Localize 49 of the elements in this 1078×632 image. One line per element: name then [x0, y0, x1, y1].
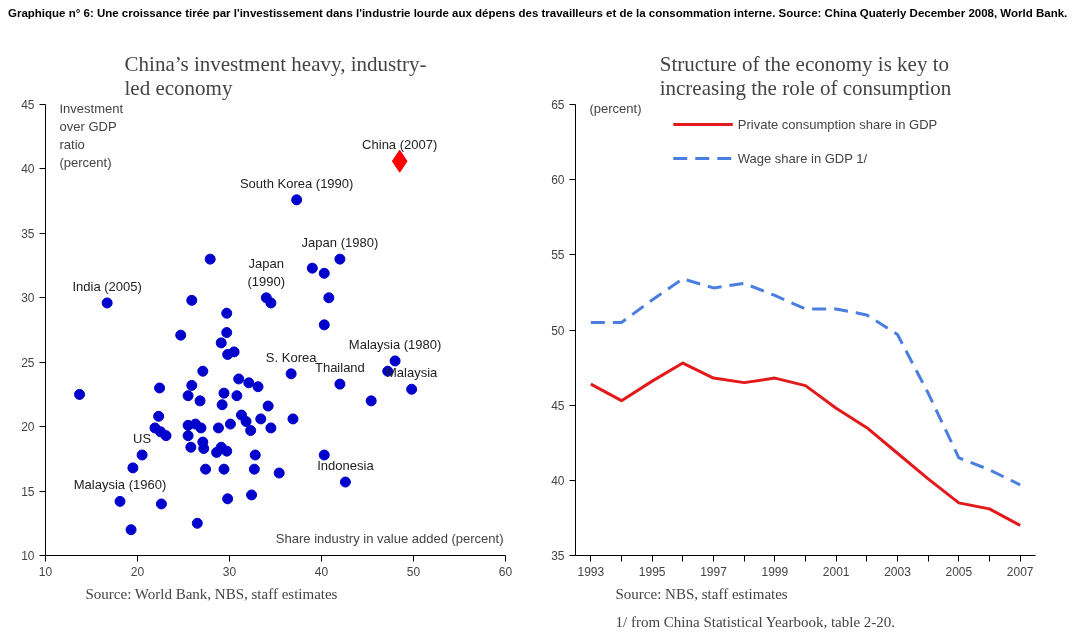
x-tick-label: 40 — [314, 564, 329, 579]
y-tick-label: 10 — [21, 549, 35, 563]
line-series — [589, 361, 1022, 527]
x-tick-label: 1997 — [700, 564, 728, 579]
x-tick-label: 2001 — [822, 564, 850, 579]
x-axis-title: Share industry in value added (percent) — [275, 530, 504, 546]
x-tick-label: 1999 — [761, 564, 789, 579]
x-tick-label: 1993 — [577, 564, 605, 579]
x-tick-label: 30 — [222, 564, 237, 579]
annotation: China (2007) — [362, 137, 438, 153]
annotation: Malaysia (1960) — [73, 477, 167, 493]
y-tick-label: 60 — [551, 173, 565, 188]
y-tick-label: 65 — [551, 98, 565, 112]
chart-title: China’s investment heavy, industry- led economy — [124, 51, 427, 100]
y-tick-label: 25 — [21, 355, 35, 370]
x-tick-label: 2005 — [945, 564, 973, 579]
y-tick-label: 45 — [21, 98, 35, 112]
x-tick-label: 10 — [38, 564, 53, 579]
y-tick-label: 45 — [551, 398, 565, 413]
y-tick-label: 35 — [21, 226, 35, 241]
text: Graphique n° 6: Une croissance tirée par l'investissement dans l'industrie lourde aux dépens des travailleurs et de la consommation interne. Source: China Quaterly December 2008, World Bank. — [8, 6, 1068, 21]
y-tick-label: 40 — [21, 162, 35, 177]
source-note: Source: World Bank, NBS, staff estimates — [85, 585, 338, 602]
x-tick-label: 60 — [498, 564, 513, 579]
y-tick-label: 50 — [551, 323, 565, 338]
annotation: South Korea (1990) — [239, 175, 354, 191]
annotation: US — [133, 430, 152, 446]
y-tick-label: 35 — [551, 549, 565, 563]
x-tick-label: 2003 — [884, 564, 912, 579]
line-series — [589, 277, 1022, 487]
annotation: Japan (1980) — [301, 235, 379, 251]
x-tick-label: 1995 — [638, 564, 666, 579]
y-tick-label: 40 — [551, 473, 565, 488]
source-note: Source: NBS, staff estimates — [615, 585, 788, 602]
text: 1/ from China Statistical Yearbook, table 2-20. — [615, 613, 896, 630]
annotation: Malaysia (1980) — [348, 336, 442, 352]
annotation: India (2005) — [72, 278, 142, 294]
legend-label: Private consumption share in GDP — [737, 116, 938, 132]
y-tick-label: 55 — [551, 248, 565, 263]
chart-title: Structure of the economy is key to increasing the role of consumption — [659, 51, 952, 100]
annotation: Japan (1990) — [247, 255, 286, 289]
annotation: Indonesia — [317, 458, 375, 474]
legend-label: Wage share in GDP 1/ — [737, 150, 868, 166]
x-tick-label: 2007 — [1006, 564, 1034, 579]
y-tick-label: 20 — [21, 420, 35, 435]
y-tick-label: 30 — [21, 291, 35, 306]
y-tick-label: 15 — [21, 484, 35, 499]
x-tick-label: 50 — [406, 564, 421, 579]
x-tick-label: 20 — [130, 564, 145, 579]
